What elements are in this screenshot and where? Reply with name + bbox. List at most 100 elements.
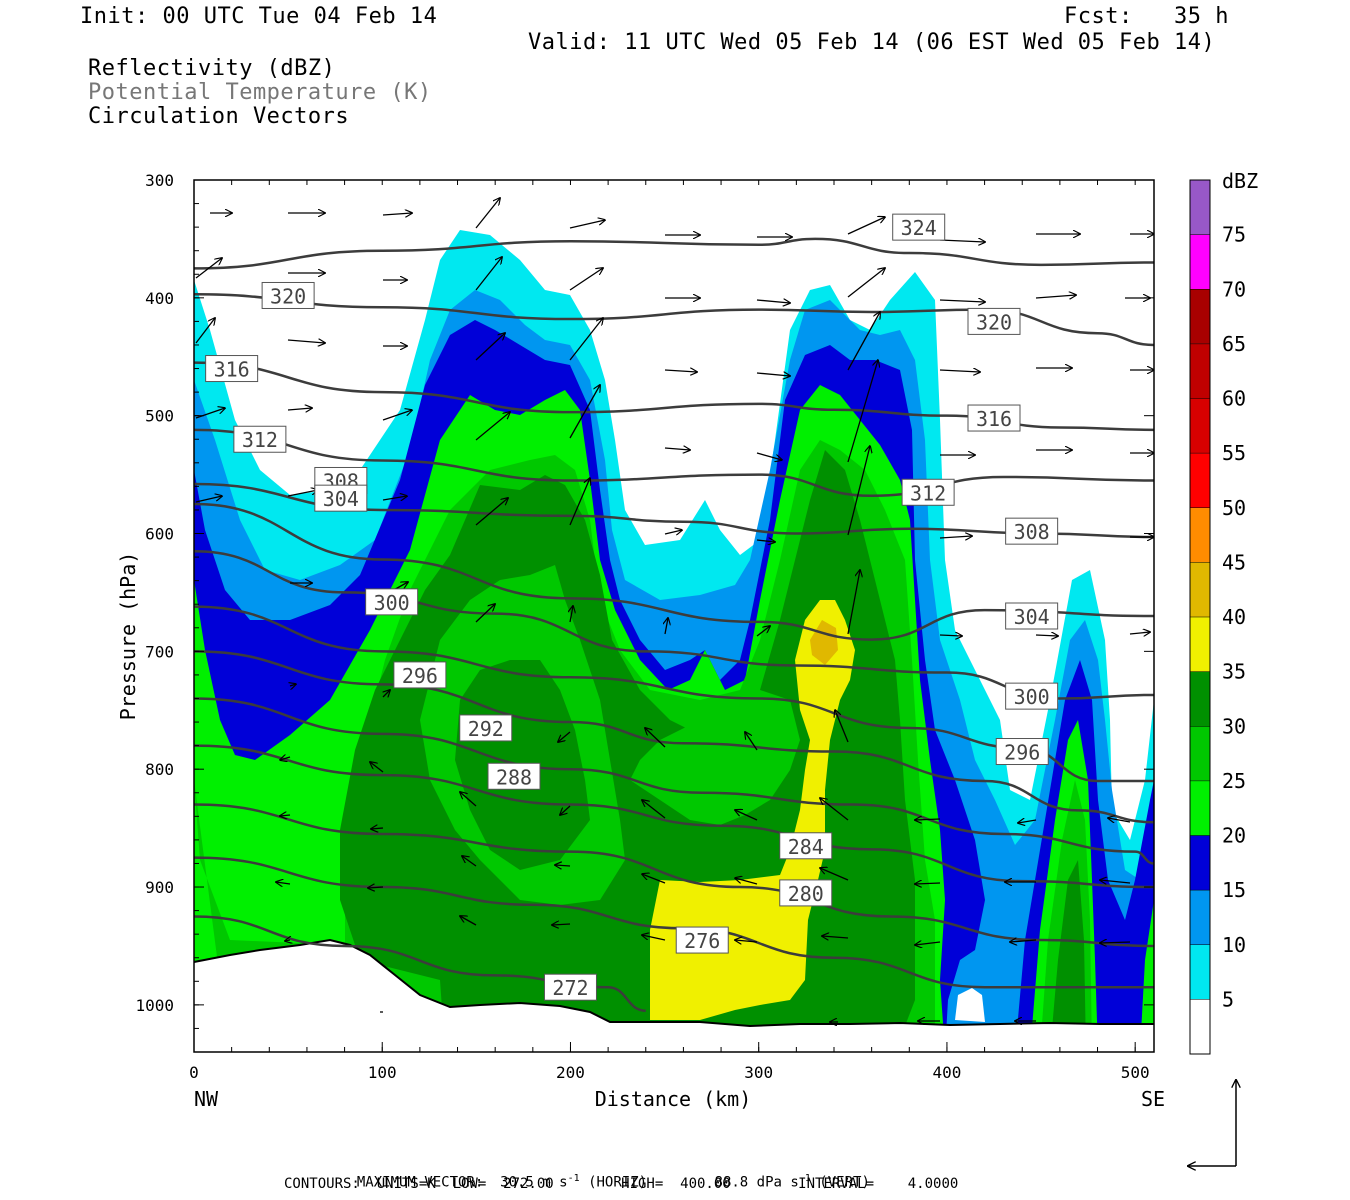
contour-label-box bbox=[967, 307, 1021, 335]
x-end-label-nw: NW bbox=[194, 1087, 219, 1111]
circulation-vector bbox=[558, 731, 571, 742]
colorbar-unit: dBZ bbox=[1222, 169, 1258, 193]
circulation-vector bbox=[195, 318, 215, 344]
circulation-vector bbox=[475, 257, 502, 291]
circulation-vector bbox=[645, 728, 666, 748]
circulation-vector bbox=[642, 800, 666, 819]
circulation-vector bbox=[460, 792, 477, 807]
contour-label-box bbox=[901, 478, 955, 506]
circulation-vector bbox=[822, 936, 849, 938]
contour-label-box bbox=[233, 425, 287, 453]
circulation-vector bbox=[569, 268, 603, 291]
colorbar-label: 20 bbox=[1222, 824, 1246, 848]
colorbar-label: 40 bbox=[1222, 605, 1246, 629]
x-tick-label: 500 bbox=[1121, 1063, 1150, 1082]
contour-label: 320 bbox=[976, 310, 1012, 334]
colorbar-swatch-60 bbox=[1190, 343, 1210, 399]
theta-contour-320 bbox=[194, 293, 1154, 347]
circulation-vector bbox=[664, 448, 690, 450]
contour-label-box bbox=[675, 926, 729, 954]
circulation-vector bbox=[756, 373, 790, 376]
circulation-vector bbox=[820, 798, 849, 821]
colorbar-swatch-50 bbox=[1190, 453, 1210, 508]
circulation-vector bbox=[735, 878, 758, 885]
circulation-vector bbox=[939, 536, 972, 538]
y-tick-label: 300 bbox=[145, 171, 174, 190]
contour-label-box bbox=[487, 762, 541, 790]
circulation-vector bbox=[820, 868, 849, 881]
contour-label: 300 bbox=[374, 591, 410, 615]
circulation-vector bbox=[847, 360, 878, 463]
contour-label: 316 bbox=[976, 407, 1012, 431]
contour-label: 288 bbox=[496, 765, 532, 789]
circulation-vector bbox=[371, 828, 384, 829]
contour-label-box bbox=[779, 832, 833, 860]
circulation-vector bbox=[570, 606, 573, 623]
contour-label-box bbox=[459, 714, 513, 742]
y-tick-label: 900 bbox=[145, 878, 174, 897]
colorbar-label: 75 bbox=[1222, 223, 1246, 247]
circulation-vector bbox=[1010, 940, 1037, 942]
colorbar-label: 65 bbox=[1222, 332, 1246, 356]
circulation-vector bbox=[475, 604, 495, 623]
reflectivity-field bbox=[194, 230, 1154, 1052]
circulation-vector bbox=[368, 887, 384, 888]
contour-label-box bbox=[1005, 602, 1059, 630]
theta-contour-272 bbox=[194, 915, 646, 1013]
circulation-vector bbox=[382, 496, 407, 500]
circulation-vectors bbox=[195, 198, 1154, 1022]
contour-label-box bbox=[365, 588, 419, 616]
circulation-vector bbox=[382, 213, 412, 215]
colorbar-swatch-10 bbox=[1190, 890, 1210, 945]
contour-label: 304 bbox=[323, 487, 359, 511]
circulation-vector bbox=[552, 924, 571, 925]
colorbar-label: 5 bbox=[1222, 987, 1234, 1011]
circulation-vector bbox=[285, 940, 290, 941]
reference-vector-icon bbox=[1188, 1080, 1236, 1166]
circulation-vector bbox=[756, 540, 775, 542]
colorbar-label: 50 bbox=[1222, 496, 1246, 520]
circulation-vector bbox=[290, 684, 296, 686]
terrain-line bbox=[193, 938, 1154, 1028]
circulation-vector bbox=[735, 940, 758, 942]
circulation-vector bbox=[835, 710, 849, 743]
x-tick-label: 0 bbox=[189, 1063, 199, 1082]
contour-label-box bbox=[892, 213, 946, 241]
circulation-vector bbox=[939, 370, 980, 372]
contour-label: 296 bbox=[402, 664, 438, 688]
circulation-vector bbox=[569, 318, 603, 361]
colorbar-swatch-25 bbox=[1190, 726, 1210, 781]
contour-label: 276 bbox=[684, 929, 720, 953]
field-circulation-vectors: Circulation Vectors bbox=[88, 104, 350, 129]
y-tick-label: 700 bbox=[145, 642, 174, 661]
circulation-vector bbox=[939, 635, 962, 636]
circulation-vector bbox=[735, 810, 758, 821]
contour-label-box bbox=[967, 404, 1021, 432]
y-axis-title: Pressure (hPa) bbox=[116, 552, 140, 721]
colorbar-label: 55 bbox=[1222, 441, 1246, 465]
x-tick-label: 200 bbox=[556, 1063, 585, 1082]
contour-label: 272 bbox=[552, 976, 588, 1000]
colorbar-swatch-65 bbox=[1190, 289, 1210, 344]
x-tick-label: 300 bbox=[744, 1063, 773, 1082]
colorbar-label: 25 bbox=[1222, 769, 1246, 793]
east-gap-white bbox=[955, 988, 985, 1022]
circulation-vector bbox=[287, 490, 318, 497]
contour-label-box bbox=[261, 281, 315, 309]
contour-label: 280 bbox=[788, 882, 824, 906]
circulation-vector bbox=[287, 340, 325, 343]
contour-label: 300 bbox=[1014, 685, 1050, 709]
circulation-vector bbox=[642, 935, 666, 941]
circulation-vector bbox=[745, 732, 758, 751]
theta-contour-292 bbox=[194, 650, 1154, 824]
theta-contour-324 bbox=[194, 237, 1154, 270]
theta-contours bbox=[194, 237, 1154, 1013]
contour-label: 312 bbox=[910, 481, 946, 505]
contour-label: 296 bbox=[1004, 741, 1040, 765]
reflectivity-35-dbz-west bbox=[650, 600, 855, 1020]
circulation-vector bbox=[1129, 632, 1150, 634]
colorbar-label: 15 bbox=[1222, 878, 1246, 902]
circulation-vector bbox=[280, 757, 291, 760]
colorbar-swatch-40 bbox=[1190, 562, 1210, 617]
